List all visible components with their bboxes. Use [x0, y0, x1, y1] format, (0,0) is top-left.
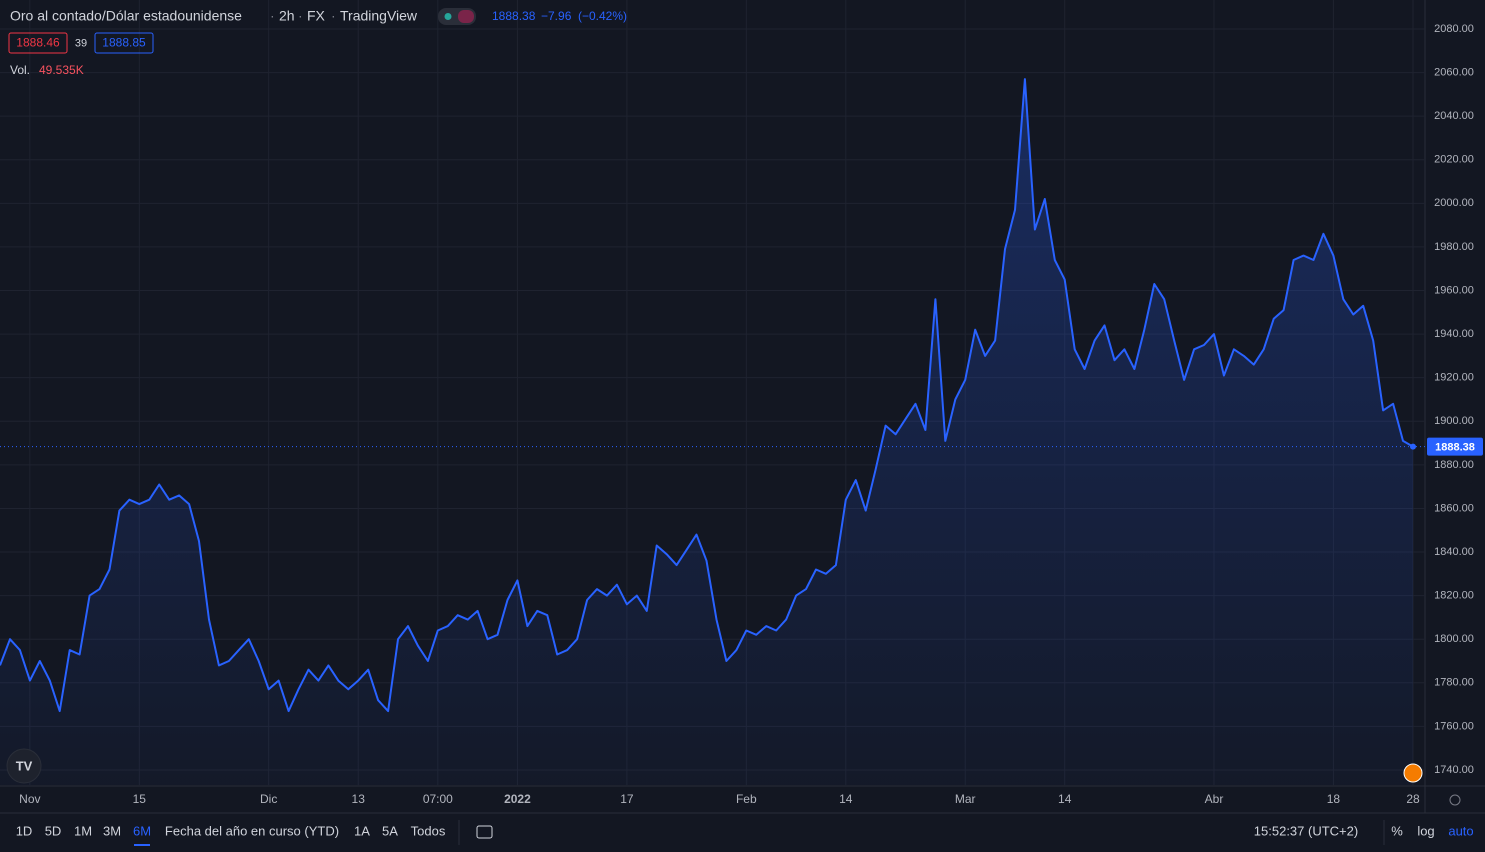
x-tick-label: Abr	[1205, 792, 1224, 806]
price-line	[0, 78, 1414, 713]
range-button[interactable]: 1D	[16, 823, 33, 838]
y-tick-label: 1760.00	[1434, 720, 1474, 732]
y-tick-label: 1780.00	[1434, 677, 1474, 689]
y-tick-label: 1980.00	[1434, 241, 1474, 253]
y-tick-label: 1840.00	[1434, 546, 1474, 558]
range-button[interactable]: Fecha del año en curso (YTD)	[165, 823, 339, 838]
range-button[interactable]: 6M	[133, 823, 151, 838]
y-tick-label: 1960.00	[1434, 284, 1474, 296]
price-area	[0, 79, 1413, 786]
volume-label: Vol.	[10, 63, 30, 77]
last-price-label: 1888.38	[1435, 441, 1475, 453]
volume: 49.535K	[39, 63, 84, 77]
y-tick-label: 1920.00	[1434, 372, 1474, 384]
range-button[interactable]: 5A	[382, 823, 398, 838]
y-tick-label: 2000.00	[1434, 197, 1474, 209]
x-tick-label: 17	[620, 792, 634, 806]
x-tick-label: 18	[1327, 792, 1341, 806]
symbol: Oro al contado/Dólar estadounidense	[10, 8, 242, 24]
y-tick-label: 1820.00	[1434, 590, 1474, 602]
range-button[interactable]: 1M	[74, 823, 92, 838]
y-tick-label: 1900.00	[1434, 415, 1474, 427]
y-tick-label: 2060.00	[1434, 66, 1474, 78]
price-change-pct: (−0.42%)	[578, 9, 627, 23]
x-tick-label: Nov	[19, 792, 40, 806]
y-tick-label: 2020.00	[1434, 154, 1474, 166]
separator: ·	[298, 8, 303, 24]
compare-icon[interactable]	[476, 825, 493, 839]
bid: 1888.46	[16, 36, 60, 50]
events-icon[interactable]	[1403, 763, 1423, 783]
settings-icon[interactable]	[1449, 794, 1461, 806]
delay-icon	[458, 10, 474, 23]
scale-option[interactable]: %	[1391, 823, 1403, 838]
ask: 1888.85	[102, 36, 146, 50]
separator: ·	[270, 8, 275, 24]
tradingview-logo[interactable]	[6, 748, 42, 784]
x-tick-label: 07:00	[423, 792, 453, 806]
x-tick-label: 2022	[504, 792, 531, 806]
logo-glyph: TV	[16, 758, 33, 773]
scale-option[interactable]: log	[1417, 823, 1434, 838]
ask-box[interactable]	[94, 32, 154, 54]
last-price-box	[1427, 437, 1483, 456]
interval[interactable]: 2h	[279, 8, 295, 24]
source: TradingView	[340, 8, 418, 24]
x-tick-label: 14	[839, 792, 853, 806]
y-tick-label: 2040.00	[1434, 110, 1474, 122]
x-tick-label: 28	[1406, 792, 1420, 806]
y-tick-label: 1740.00	[1434, 764, 1474, 776]
scale-option[interactable]: auto	[1448, 823, 1473, 838]
range-button[interactable]: 3M	[103, 823, 121, 838]
x-tick-label: 13	[352, 792, 366, 806]
clock[interactable]: 15:52:37 (UTC+2)	[1254, 823, 1358, 838]
x-tick-label: Mar	[955, 792, 976, 806]
separator: ·	[331, 8, 336, 24]
market-status-icon	[444, 13, 452, 20]
last-price: 1888.38	[492, 9, 536, 23]
last-price-dot	[1410, 443, 1416, 450]
price-change: −7.96	[541, 9, 572, 23]
y-tick-label: 1860.00	[1434, 502, 1474, 514]
y-tick-label: 1880.00	[1434, 459, 1474, 471]
range-button[interactable]: Todos	[411, 823, 446, 838]
bid-box[interactable]	[8, 32, 68, 54]
spread: 39	[75, 37, 87, 49]
range-button[interactable]: 1A	[354, 823, 370, 838]
y-tick-label: 1940.00	[1434, 328, 1474, 340]
y-tick-label: 1800.00	[1434, 633, 1474, 645]
x-tick-label: Dic	[260, 792, 277, 806]
x-tick-label: Feb	[736, 792, 757, 806]
x-tick-label: 15	[133, 792, 147, 806]
range-button[interactable]: 5D	[45, 823, 62, 838]
x-tick-label: 14	[1058, 792, 1072, 806]
y-tick-label: 2080.00	[1434, 23, 1474, 35]
exchange: FX	[307, 8, 326, 24]
